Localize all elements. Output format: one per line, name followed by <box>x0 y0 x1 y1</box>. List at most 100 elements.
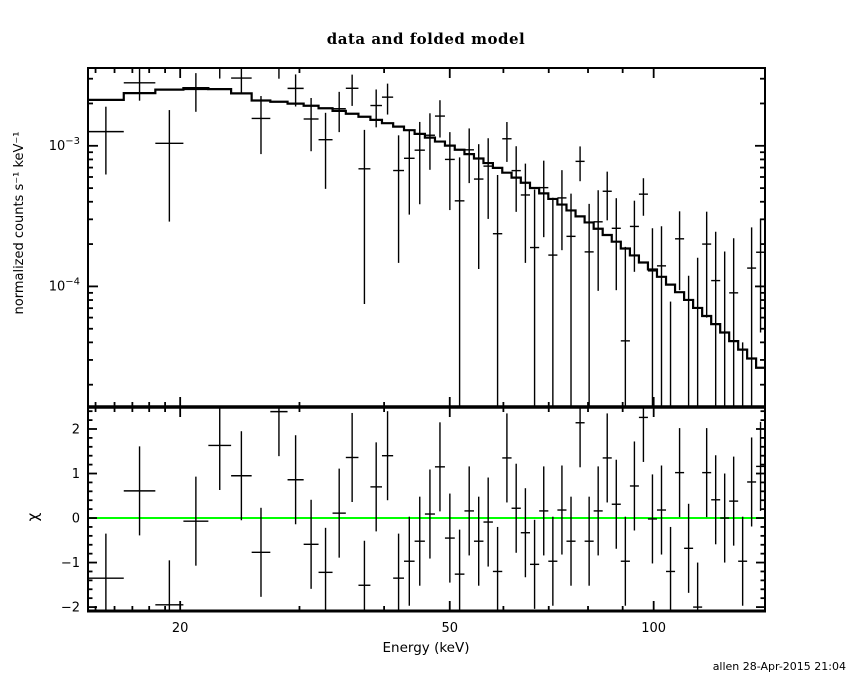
spectrum-data-point <box>593 190 603 291</box>
spectrum-data-point <box>620 246 630 407</box>
residual-point <box>318 527 333 611</box>
spectrum-data-point <box>381 83 394 115</box>
residual-point <box>629 441 639 531</box>
residual-point <box>345 412 359 503</box>
spectrum-data-point <box>557 170 567 251</box>
chi-tick-label: 1 <box>72 467 80 482</box>
residual-point <box>454 529 465 611</box>
residual-point <box>566 496 576 586</box>
spectrum-data-point <box>539 160 549 238</box>
spectrum-data-point <box>434 100 445 138</box>
residual-point <box>155 560 184 611</box>
residual-point <box>539 466 549 556</box>
residual-point <box>88 533 124 611</box>
spectrum-data-point <box>155 110 184 222</box>
residual-point <box>711 455 721 545</box>
x-axis-label: Energy (keV) <box>383 640 470 656</box>
residual-point <box>656 465 667 555</box>
folded-model-layer <box>88 87 765 369</box>
residual-point <box>502 413 512 503</box>
spectrum-data-point <box>656 226 667 407</box>
residual-point <box>287 435 304 525</box>
spectrum-data-point <box>720 251 730 407</box>
residual-point <box>483 477 493 567</box>
spectrum-data-point <box>520 163 530 263</box>
residual-point <box>548 516 558 606</box>
residual-point <box>684 503 694 593</box>
spectrum-data-point <box>529 189 540 407</box>
residual-point <box>611 459 621 549</box>
axis-ticks <box>88 68 765 611</box>
residual-point <box>647 474 657 564</box>
spectrum-data-point <box>629 200 639 272</box>
spectrum-data-point <box>492 174 503 407</box>
folded-model-curve <box>88 87 765 369</box>
residual-point <box>414 496 425 586</box>
residual-point <box>593 466 603 556</box>
residual-point <box>332 468 346 558</box>
spectrum-data-point <box>123 69 156 101</box>
residual-point <box>520 488 530 578</box>
spectrum-data-point <box>702 211 712 318</box>
residual-point <box>666 526 676 611</box>
spectrum-data-point <box>358 129 371 304</box>
spectrum-data-point <box>183 73 209 112</box>
residual-point <box>720 473 730 563</box>
residual-point <box>729 456 739 546</box>
spectrum-data-point <box>729 238 739 407</box>
spectrum-data-layer <box>88 68 765 407</box>
spectrum-data-point <box>464 128 474 184</box>
residual-point <box>575 407 585 468</box>
spectrum-data-point <box>278 68 280 79</box>
spectrum-data-point <box>575 146 585 182</box>
y-tick-label-exponent: −3 <box>65 136 80 147</box>
residual-point <box>123 446 156 536</box>
y-tick-label: 10−3 <box>49 136 80 154</box>
x-tick-label: 20 <box>172 621 189 636</box>
chi-tick-label: 0 <box>72 512 80 527</box>
residual-point <box>251 507 271 597</box>
y-tick-label-base: 10 <box>49 139 66 154</box>
chi-tick-label: 2 <box>72 422 80 437</box>
residual-point <box>693 562 703 611</box>
spectrum-data-point <box>219 68 221 79</box>
residual-point <box>270 407 288 457</box>
residual-point <box>756 421 765 511</box>
residual-point <box>675 428 685 518</box>
panel-frames <box>87 67 766 613</box>
spectrum-data-point <box>711 231 721 407</box>
chi-tick-label: −2 <box>61 601 80 616</box>
residual-data-layer <box>88 407 765 611</box>
x-tick-label: 50 <box>441 621 458 636</box>
spectrum-data-point <box>584 203 594 407</box>
spectrum-data-point <box>696 257 699 407</box>
spectrum-data-point <box>473 144 484 269</box>
residual-point <box>702 428 712 518</box>
residual-point <box>231 431 252 521</box>
spectrum-data-point <box>370 89 382 128</box>
residual-point <box>492 526 503 611</box>
spectrum-data-point <box>502 122 512 162</box>
y-axis-label-top: normalized counts s⁻¹ keV⁻¹ <box>12 132 27 315</box>
spectrum-data-point <box>414 121 425 205</box>
y-axis-label-bottom: χ <box>24 512 42 521</box>
spectrum-data-point <box>404 129 415 215</box>
spectrum-data-point <box>647 228 657 407</box>
residual-panel-frame <box>87 406 766 612</box>
residual-point <box>747 437 757 527</box>
spectrum-data-point <box>611 198 621 291</box>
residual-point <box>358 540 371 611</box>
residual-point <box>529 519 540 609</box>
chi-tick-label: −1 <box>61 556 80 571</box>
residual-point <box>638 407 648 462</box>
spectrum-data-point <box>332 91 346 133</box>
spectrum-data-point <box>251 96 271 155</box>
spectrum-data-point <box>756 218 765 333</box>
residual-point <box>381 411 394 501</box>
residual-point <box>584 496 594 586</box>
residual-point <box>370 442 382 532</box>
residual-point <box>183 476 209 566</box>
